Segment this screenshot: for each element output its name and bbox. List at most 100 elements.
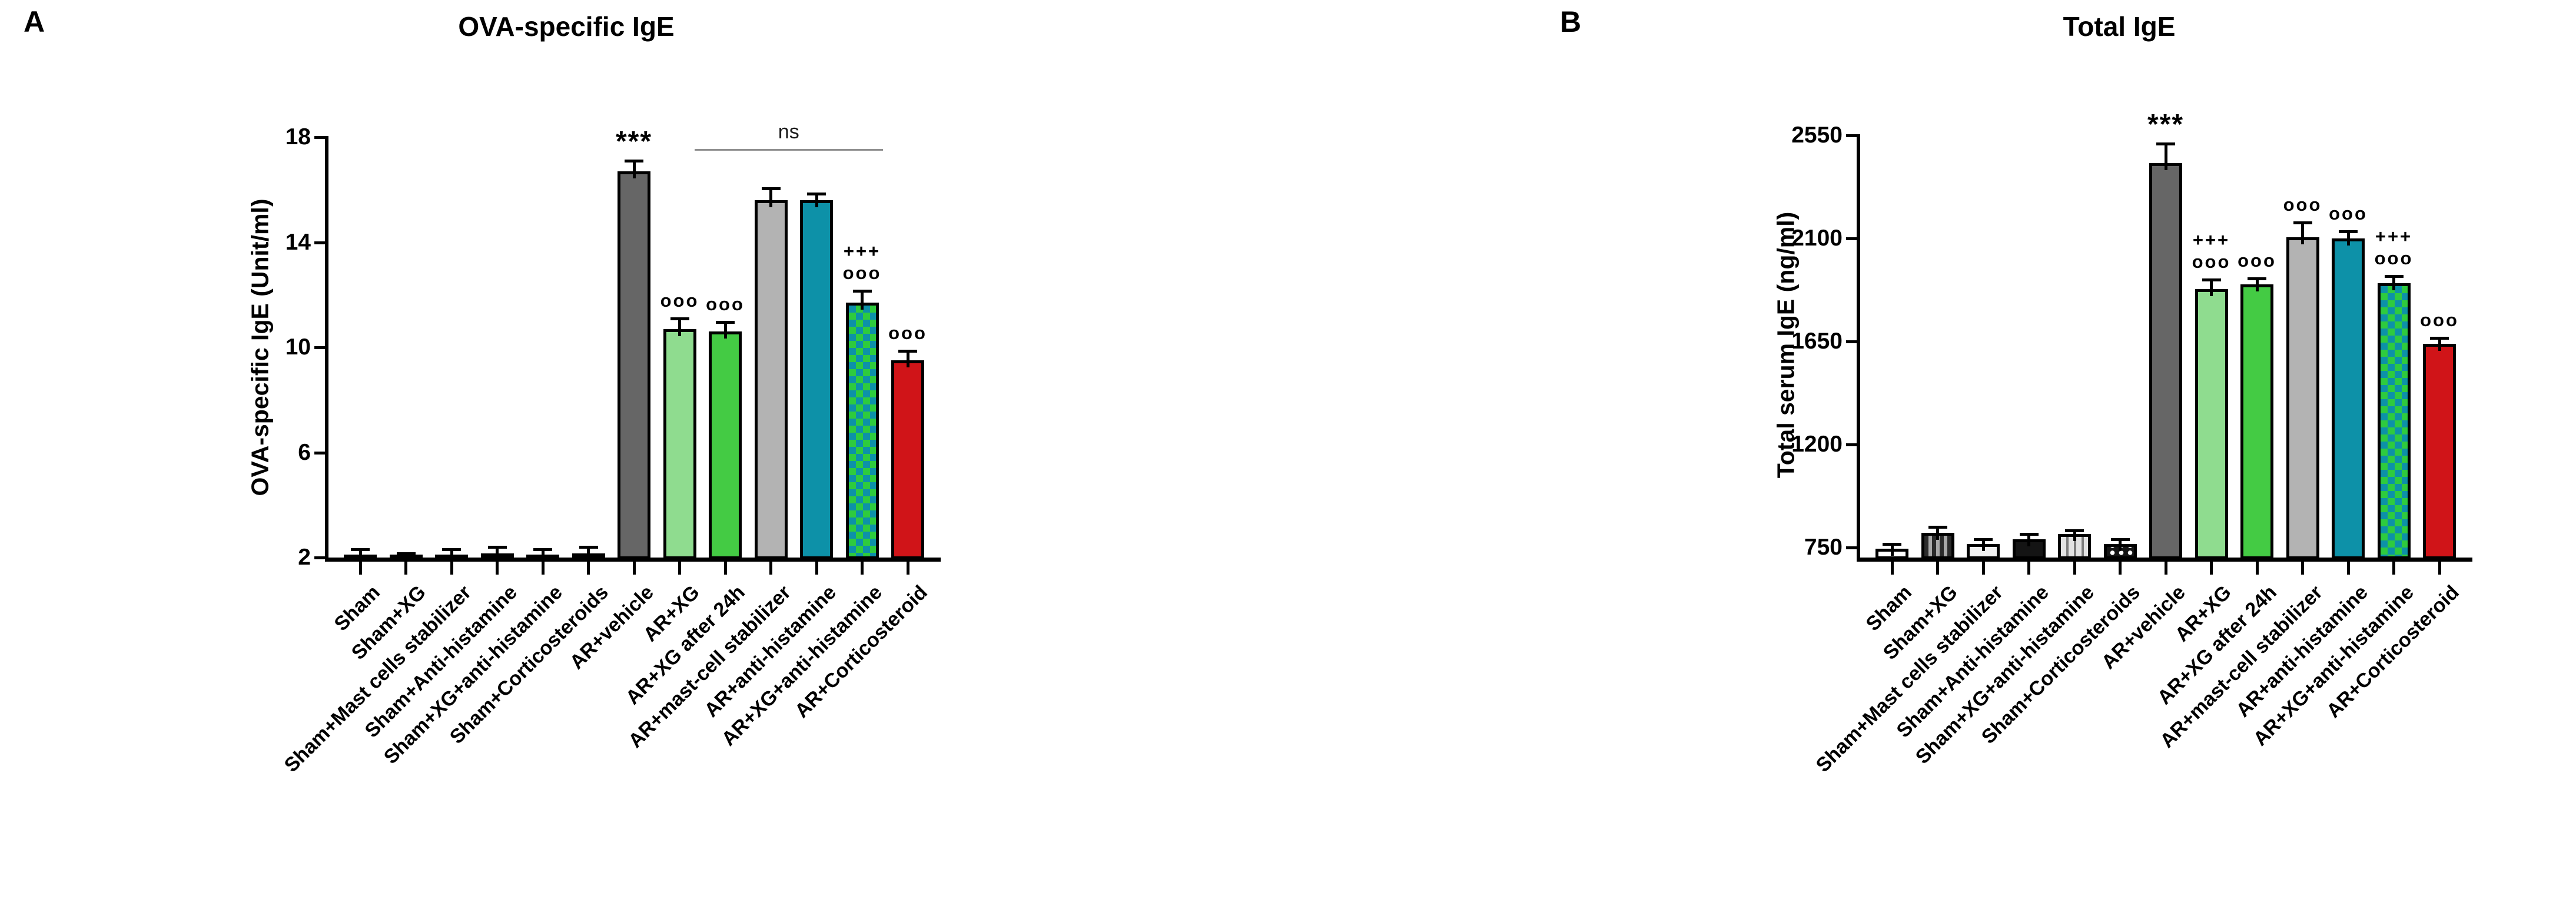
- symbol-annotation: ooo: [2238, 250, 2276, 271]
- x-tick: [2438, 562, 2441, 575]
- error-bar: [541, 548, 545, 562]
- error-bar: [2027, 532, 2030, 547]
- y-tick-label: 750: [1804, 534, 1843, 560]
- error-bar-cap: [442, 548, 461, 552]
- symbol-annotation: ooo: [842, 262, 882, 283]
- error-bar-cap: [2293, 221, 2312, 224]
- x-tick: [496, 562, 499, 575]
- significance-annotation: ooo: [2329, 203, 2368, 224]
- bar: [2423, 343, 2456, 559]
- y-tick-label: 2100: [1791, 225, 1843, 251]
- error-bar: [1936, 525, 1939, 540]
- error-bar: [450, 548, 453, 562]
- x-tick: [861, 562, 864, 575]
- error-bar-cap: [2339, 230, 2358, 234]
- bar: [2240, 284, 2273, 559]
- panel-b-title: Total IgE: [2063, 11, 2176, 42]
- significance-annotation: ooo: [2420, 309, 2459, 331]
- x-tick: [358, 562, 362, 575]
- error-bar: [2073, 529, 2076, 541]
- bar: [663, 329, 696, 559]
- x-tick: [723, 562, 727, 575]
- x-category-label: Sham+Mast cells stabilizer: [1811, 581, 2007, 777]
- error-bar-cap: [898, 350, 917, 353]
- stars-annotation: ***: [2147, 108, 2185, 140]
- error-bar: [1890, 543, 1894, 556]
- y-axis-line: [1857, 134, 1860, 562]
- x-tick: [2210, 562, 2213, 575]
- error-bar-cap: [2019, 532, 2039, 536]
- symbol-annotation: ooo: [2420, 310, 2459, 331]
- error-bar: [2210, 278, 2213, 296]
- y-tick: [1846, 340, 1857, 343]
- x-tick: [541, 562, 545, 575]
- bar: [618, 171, 650, 559]
- x-axis-line: [325, 558, 941, 562]
- error-bar: [769, 187, 772, 208]
- bar: [2377, 283, 2411, 559]
- panel-a-label: A: [24, 5, 45, 38]
- y-tick: [1846, 546, 1857, 549]
- error-bar-cap: [1928, 525, 1947, 529]
- error-bar-cap: [2430, 337, 2449, 340]
- y-tick-label: 10: [285, 334, 311, 360]
- x-tick: [404, 562, 407, 575]
- x-tick: [2301, 562, 2304, 575]
- x-tick: [587, 562, 590, 575]
- significance-annotation: ***: [615, 125, 653, 157]
- symbol-annotation: ooo: [660, 290, 699, 311]
- symbol-annotation: ooo: [2283, 194, 2322, 215]
- error-bar: [678, 317, 681, 336]
- x-axis-line: [1857, 558, 2472, 562]
- x-tick: [2027, 562, 2030, 575]
- x-tick: [815, 562, 818, 575]
- error-bar-cap: [487, 545, 507, 549]
- error-bar-cap: [2384, 275, 2404, 278]
- error-bar: [2392, 275, 2395, 290]
- x-tick: [2073, 562, 2076, 575]
- significance-annotation: +++ ooo: [843, 240, 882, 284]
- symbol-annotation: ooo: [2374, 248, 2414, 269]
- y-tick-label: 6: [298, 439, 311, 465]
- error-bar-cap: [2156, 142, 2175, 145]
- ns-line: [694, 149, 883, 151]
- stars-annotation: ***: [615, 125, 653, 157]
- error-bar-cap: [579, 545, 598, 549]
- error-bar: [1981, 538, 1985, 552]
- error-bar-cap: [351, 548, 370, 552]
- y-axis-line: [325, 136, 328, 562]
- bar: [891, 360, 924, 559]
- error-bar: [906, 350, 909, 368]
- bar: [754, 200, 788, 559]
- panel-b-label: B: [1560, 5, 1582, 38]
- significance-annotation: +++ ooo: [2375, 225, 2414, 269]
- x-tick: [2119, 562, 2122, 575]
- y-tick: [314, 556, 325, 559]
- y-tick: [314, 241, 325, 244]
- symbol-annotation: ooo: [888, 323, 927, 344]
- error-bar-cap: [2202, 278, 2221, 282]
- x-tick: [632, 562, 636, 575]
- error-bar: [496, 545, 499, 561]
- error-bar-cap: [716, 321, 735, 324]
- ns-label: ns: [778, 121, 799, 143]
- y-tick: [1846, 134, 1857, 137]
- y-tick-label: 2550: [1791, 122, 1843, 148]
- x-tick: [2255, 562, 2259, 575]
- y-tick: [314, 451, 325, 454]
- error-bar: [723, 321, 727, 339]
- error-bar-cap: [1974, 538, 1993, 542]
- error-bar: [587, 545, 590, 561]
- bar: [2332, 238, 2365, 559]
- error-bar: [632, 159, 636, 178]
- bar: [845, 303, 879, 559]
- y-tick: [314, 136, 325, 139]
- error-bar-cap: [1883, 543, 1901, 546]
- x-tick: [1890, 562, 1894, 575]
- symbol-annotation: ooo: [706, 294, 745, 315]
- x-tick: [906, 562, 909, 575]
- bar: [709, 331, 742, 559]
- symbol-annotation: ooo: [2329, 203, 2368, 224]
- x-tick: [2392, 562, 2395, 575]
